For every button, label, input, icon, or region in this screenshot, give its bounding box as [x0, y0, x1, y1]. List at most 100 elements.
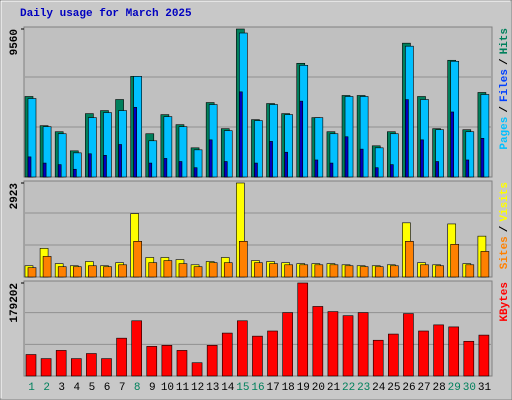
bar [450, 244, 460, 278]
x-tick-label: 12 [191, 382, 204, 394]
x-tick-label: 27 [417, 382, 430, 394]
bar [284, 114, 293, 178]
bar [433, 324, 444, 377]
bar [267, 330, 278, 377]
bar [72, 152, 82, 178]
bar [254, 120, 263, 178]
bar [176, 350, 188, 377]
bar [57, 164, 62, 178]
bar [374, 147, 384, 178]
bar [146, 346, 158, 377]
bar [118, 110, 127, 178]
bar [40, 358, 52, 377]
legend-label: Files [499, 69, 511, 102]
bar [103, 266, 112, 278]
x-tick-label: 18 [282, 382, 295, 394]
legend-label: Visits [499, 182, 511, 222]
bar [133, 241, 142, 278]
bar [103, 155, 107, 178]
bar [418, 330, 429, 377]
bar [359, 148, 364, 178]
bar [27, 98, 37, 178]
bar [88, 265, 97, 278]
x-tick-label: 10 [161, 382, 174, 394]
bar [252, 335, 263, 377]
bar [435, 265, 444, 278]
x-tick-label: 25 [387, 382, 400, 394]
bar [163, 260, 173, 278]
bar [357, 312, 369, 377]
bar [25, 354, 37, 377]
bar [372, 339, 384, 377]
legend: Pages / Files / Hits [499, 28, 511, 150]
x-tick-label: 26 [402, 382, 415, 394]
bar [27, 156, 32, 178]
bar [221, 332, 233, 377]
legend-separator: / [499, 106, 511, 113]
bar [299, 100, 304, 178]
bar [390, 164, 394, 178]
bar [101, 358, 112, 377]
bar [314, 117, 324, 178]
bar [314, 159, 319, 178]
x-tick-label: 17 [266, 382, 279, 394]
bar [237, 320, 248, 377]
bar [131, 320, 142, 377]
bar [42, 162, 47, 178]
bar [269, 141, 273, 178]
x-tick-label: 3 [58, 382, 65, 394]
x-tick-label: 9 [149, 382, 156, 394]
bar [312, 306, 324, 377]
x-tick-label: 24 [372, 382, 386, 394]
bar [374, 266, 384, 278]
bar [148, 162, 153, 178]
y-tick-label: 2923 [9, 183, 21, 210]
bar [88, 117, 97, 178]
bar [420, 99, 429, 178]
bar [390, 133, 399, 178]
bar [463, 340, 475, 377]
legend-separator: / [499, 58, 511, 65]
x-tick-label: 21 [327, 382, 341, 394]
bar [55, 350, 67, 377]
x-tick-label: 4 [74, 382, 81, 394]
x-tick-label: 13 [206, 382, 219, 394]
bar [223, 161, 228, 178]
bar [72, 266, 82, 278]
bar [163, 158, 168, 178]
bar [70, 358, 82, 377]
bar [284, 151, 288, 178]
legend-label: Hits [499, 28, 511, 54]
bar [405, 241, 414, 278]
bar [239, 91, 243, 178]
bar [118, 144, 122, 178]
x-tick-label: 1 [28, 382, 35, 394]
bar [86, 353, 97, 377]
bar [284, 264, 293, 278]
bar [178, 161, 183, 178]
legend: Sites / Visits [499, 182, 511, 269]
legend-label: Sites [499, 236, 511, 269]
bar [480, 137, 485, 178]
x-tick-label: 11 [176, 382, 190, 394]
legend-separator: / [499, 225, 511, 232]
chart-title: Daily usage for March 2025 [20, 8, 192, 20]
bar [420, 139, 424, 178]
bar [359, 266, 369, 278]
bar [193, 149, 203, 178]
bar [193, 266, 203, 278]
bar [88, 153, 92, 178]
bar [420, 264, 429, 278]
bar [57, 133, 67, 178]
x-tick-label: 28 [433, 382, 446, 394]
bar [116, 337, 127, 377]
bar [344, 265, 354, 278]
bar [435, 129, 444, 178]
bar [405, 99, 409, 178]
bar [299, 264, 309, 278]
bar [118, 264, 127, 278]
bar [329, 162, 334, 178]
bar [208, 262, 218, 278]
bar [72, 168, 77, 178]
